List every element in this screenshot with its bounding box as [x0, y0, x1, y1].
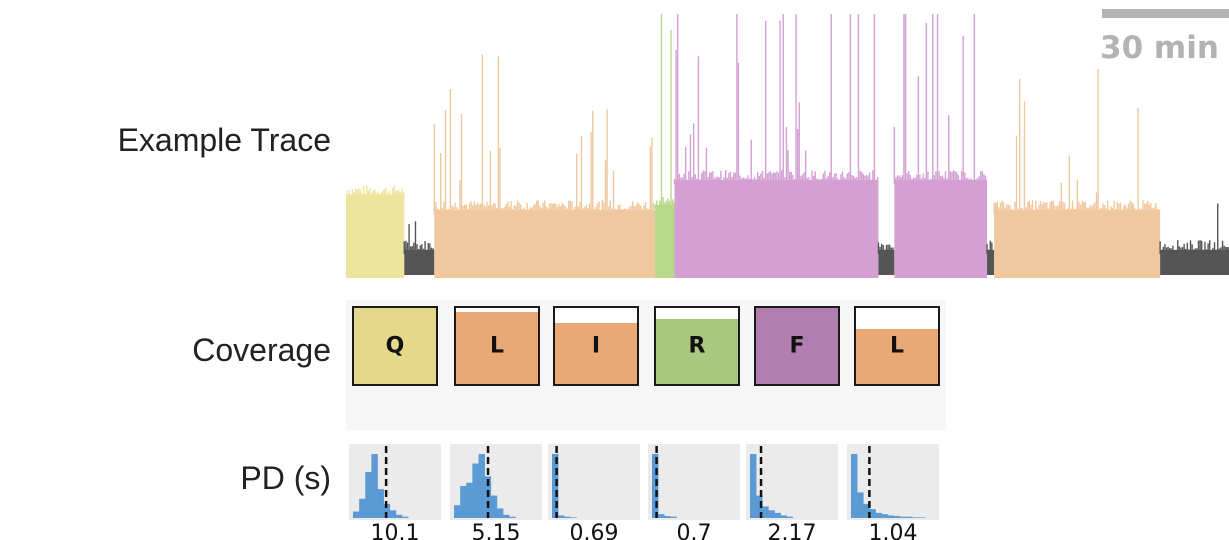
trace-segment-l — [993, 69, 1161, 278]
pd-value-label: 1.04 — [868, 521, 918, 540]
histogram-bar — [395, 514, 403, 518]
pd-label: PD (s) — [240, 460, 331, 496]
histogram-bar — [377, 489, 384, 518]
histogram-bar — [466, 482, 473, 518]
coverage-letter: I — [591, 333, 601, 359]
histogram-bar — [918, 517, 925, 518]
trace-segment-gap — [877, 242, 895, 275]
pd-value-label: 2.17 — [767, 521, 817, 540]
trace-segment-l — [433, 54, 656, 278]
coverage-box: L — [454, 306, 540, 386]
trace-segment-gap — [403, 221, 435, 275]
coverage-fill — [354, 308, 436, 384]
histogram-bar — [869, 509, 876, 518]
pd-value-label: 0.69 — [569, 521, 619, 540]
pd-histogram-panel — [349, 444, 441, 520]
histogram-bar — [900, 516, 907, 518]
histogram-bar — [389, 510, 397, 518]
histogram-bar — [887, 515, 895, 518]
histogram-bar — [756, 495, 763, 518]
histogram-bar — [496, 508, 504, 518]
histogram-bar — [383, 503, 391, 518]
trace-segment-f — [673, 14, 879, 278]
histogram-bar — [786, 516, 794, 518]
histogram-bar — [454, 505, 461, 518]
coverage-fill — [856, 329, 938, 384]
coverage-box: F — [754, 306, 840, 386]
coverage-fill — [756, 308, 838, 384]
pd-histogram-panel — [548, 444, 640, 520]
histogram-bar — [893, 516, 901, 518]
histogram-bar — [353, 511, 360, 518]
coverage-fill — [555, 323, 637, 384]
coverage-label: Coverage — [192, 332, 331, 368]
histogram-bar — [780, 515, 788, 518]
coverage-letter: L — [489, 333, 505, 359]
pd-histogram-panel — [746, 444, 838, 520]
histogram-bar — [478, 454, 485, 518]
histogram-bar — [558, 515, 565, 518]
trace-segment-gap — [986, 240, 995, 275]
trace-segment-f — [893, 14, 988, 278]
example-trace-label: Example Trace — [117, 122, 331, 158]
histogram-bar — [472, 463, 479, 518]
coverage-strip — [346, 300, 946, 430]
coverage-fill — [656, 318, 738, 384]
pd-histogram-panel — [450, 444, 542, 520]
scale-bar-line — [1102, 9, 1229, 18]
histogram-bar — [509, 516, 516, 518]
histogram-bar — [774, 512, 781, 518]
example-trace — [346, 14, 1229, 278]
trace-segment-q — [346, 185, 405, 278]
histogram-bar — [371, 454, 378, 518]
histogram-bar — [652, 454, 659, 518]
histogram-bar — [857, 492, 864, 518]
histogram-bar — [460, 486, 467, 518]
histogram-bar — [881, 514, 889, 518]
histogram-bar — [851, 454, 858, 518]
histogram-bar — [664, 516, 671, 518]
coverage-letter: R — [688, 333, 706, 359]
histogram-bar — [365, 471, 372, 518]
trace-segment-gap — [1159, 203, 1229, 275]
histogram-bar — [402, 516, 409, 518]
histogram-bar — [863, 503, 870, 518]
pd-value-label: 5.15 — [471, 521, 521, 540]
histogram-bar — [768, 510, 775, 518]
coverage-box: Q — [352, 306, 438, 386]
coverage-box: R — [654, 306, 740, 386]
pd-value-label: 10.1 — [370, 521, 420, 540]
coverage-letter: L — [889, 333, 905, 359]
histogram-bar — [359, 498, 366, 518]
histogram-bar — [906, 516, 913, 518]
histogram-bar — [658, 514, 665, 518]
coverage-box: L — [854, 306, 940, 386]
histogram-bar — [484, 476, 492, 518]
histogram-bar — [750, 454, 757, 518]
coverage-fill — [456, 311, 538, 384]
histogram-bar — [564, 516, 571, 518]
coverage-box: I — [553, 306, 639, 386]
histogram-bar — [875, 512, 882, 518]
histogram-bar — [912, 517, 919, 518]
histogram-bar — [570, 517, 577, 518]
histogram-bar — [490, 495, 498, 518]
coverage-letter: F — [789, 333, 805, 359]
coverage-letter: Q — [385, 333, 405, 359]
histogram-bar — [762, 506, 769, 518]
histogram-bar — [503, 514, 510, 518]
pd-value-label: 0.7 — [676, 521, 712, 540]
scale-bar-label: 30 min — [1100, 30, 1219, 66]
pd-histogram-panel — [648, 444, 740, 520]
histogram-bar — [670, 516, 677, 518]
histogram-bar — [552, 454, 559, 518]
pd-histogram-panel — [847, 444, 939, 520]
trace-segment-r — [654, 14, 675, 278]
